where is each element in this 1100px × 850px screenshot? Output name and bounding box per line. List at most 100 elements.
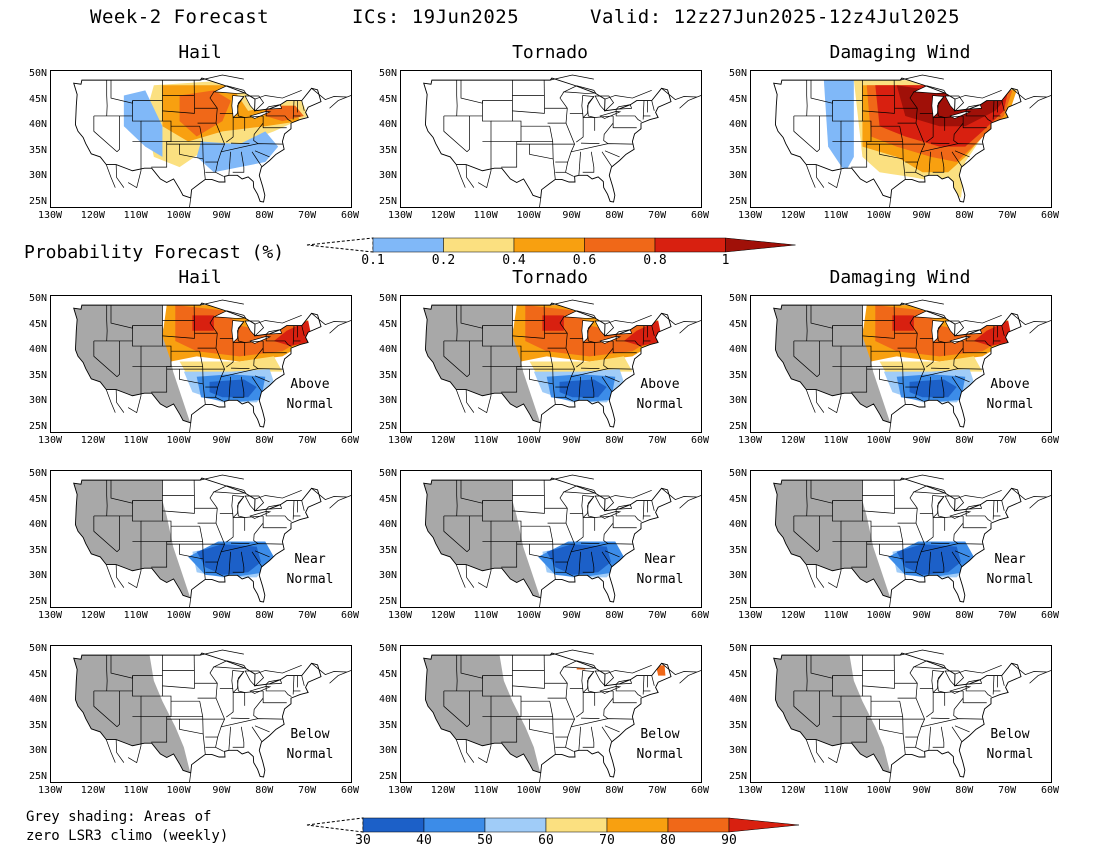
boundary-line [992,325,995,345]
shaded-region [559,379,607,398]
boundary-line [301,500,305,511]
map-panel-probability-hail [50,70,352,208]
shaded-region [896,544,961,575]
conus-outline [773,77,1022,203]
lat-tick-label: 50N [378,468,397,479]
boundary-line [951,726,963,742]
category-line-2: Normal [636,572,684,587]
lat-tick-label: 45N [28,318,47,330]
great-lake [594,95,615,112]
lon-tick-label: 80W [255,785,274,796]
boundary-line [954,90,1002,100]
boundary-line [228,551,231,576]
conus-map [73,649,351,782]
lat-tick-label: 30N [728,745,747,757]
lat-tick-label: 25N [728,196,747,207]
boundary-line [582,376,595,398]
boundary-line [460,655,483,679]
boundary-line [815,389,825,413]
category-line-2: Normal [636,747,684,762]
boundary-line [1001,675,1005,686]
col-header-hail-2: Hail [178,267,222,288]
boundary-line [615,684,642,697]
boundary-line [539,772,542,782]
boundary-line [832,675,842,746]
boundary-line [512,110,545,114]
lon-tick-label: 130W [387,785,413,796]
lon-tick-label: 110W [123,210,148,221]
boundary-line [603,122,614,144]
boundary-line [110,655,133,679]
prob-colorbar-segment [372,237,444,253]
boundary-line [254,375,270,383]
boundary-line [815,164,825,188]
boundary-line [580,717,600,719]
category-line-2: Normal [986,747,1034,762]
lon-tick-label: 100W [166,210,191,221]
boundary-line [578,376,581,401]
prob-colorbar-segment [584,237,656,253]
boundary-line [603,347,614,369]
great-lake [944,670,965,687]
boundary-line [329,495,351,509]
lat-tick-label: 50N [728,293,747,304]
boundary-line [583,515,614,518]
lon-tick-label: 110W [473,610,498,621]
pct-colorbar-segment [545,817,608,833]
boundary-line [254,90,302,100]
boundary-line [921,543,984,553]
lon-tick-label: 60W [1040,785,1060,796]
boundary-line [604,550,620,558]
conus-outline [73,302,322,428]
boundary-line [899,701,906,755]
lon-tick-label: 90W [912,610,931,621]
lon-tick-label: 120W [80,210,105,221]
shaded-region [909,379,957,398]
boundary-line [810,80,833,104]
boundary-line [221,718,284,728]
category-line-1: Below [640,727,680,742]
map-panel-near-normal-wind [750,470,1052,608]
boundary-line [253,697,264,719]
lat-tick-label: 25N [28,196,47,207]
category-annotation: Above Normal [625,375,695,415]
lon-tick-label: 100W [866,610,891,621]
boundary-line [615,334,642,347]
conus-map [773,74,1051,207]
lat-tick-label: 50N [728,468,747,479]
boundary-line [93,115,118,153]
conus-map [423,74,701,207]
boundary-line [578,151,581,176]
boundary-line [933,690,964,693]
boundary-line [805,564,816,588]
shaded-region [546,544,611,575]
percentile-colorbar [306,817,800,833]
great-lake [244,495,265,512]
boundary-line [962,340,987,354]
boundary-line [233,115,264,118]
lon-tick-label: 90W [912,785,931,796]
boundary-line [465,389,475,413]
boundary-line [110,480,133,504]
great-lake [931,95,945,119]
great-lake [244,95,265,112]
boundary-line [228,376,231,401]
lon-tick-label: 60W [340,210,360,221]
boundary-line [1001,500,1005,511]
lon-tick-label: 90W [212,435,231,446]
boundary-line [226,342,234,368]
boundary-line [930,367,950,369]
boundary-line [816,515,820,553]
pct-colorbar-label: 30 [355,833,371,848]
lon-tick-label: 90W [912,435,931,446]
boundary-line [550,649,594,656]
boundary-line [301,325,305,336]
boundary-line [455,164,466,188]
boundary-line [793,690,818,728]
lon-tick-label: 100W [866,785,891,796]
boundary-line [237,496,245,518]
boundary-line [932,726,945,748]
footnote-line-1: Grey shading: Areas of [26,809,212,825]
boundary-line [932,376,945,398]
boundary-line [226,517,234,543]
